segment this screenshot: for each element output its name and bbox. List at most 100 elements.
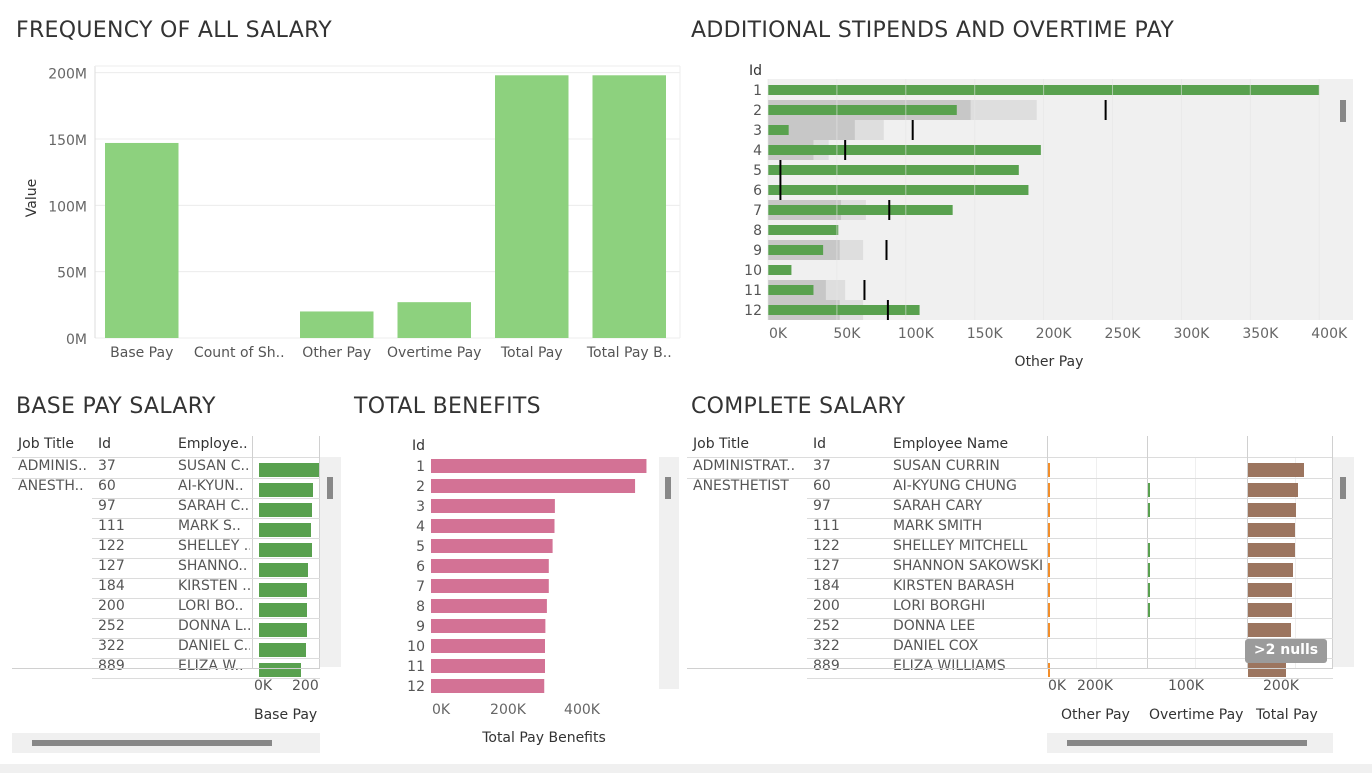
bar-12 [768,305,920,315]
base-pay-bar [259,523,311,537]
job-title-cell: ANESTHETIST [693,478,789,494]
id-cell: 184 [98,578,125,594]
id-cell: 97 [813,498,831,514]
bar-7 [768,205,953,215]
id-cell: 322 [98,638,125,654]
base-pay-bar [259,643,306,657]
row-divider [92,578,320,579]
employee-name-cell: SHELLEY MITCHELL [893,538,1028,554]
row-divider [92,538,320,539]
total-pay-bar [1248,623,1291,637]
other-pay-bar [1048,523,1050,537]
bar-12 [431,679,545,693]
column-header-id: Id [98,436,112,452]
row-header-id: Id [749,63,762,79]
row-id-label: 11 [407,659,425,675]
scrollbar-thumb[interactable] [665,477,671,499]
row-id-label: 5 [753,163,762,179]
bar-6 [431,559,549,573]
other-pay-bar [1048,503,1050,517]
x-tick-label: Count of Sh.. [194,345,285,361]
id-cell: 111 [813,518,840,534]
id-cell: 200 [813,598,840,614]
total-x-tick-label: 200K [1263,678,1299,694]
other-pay-bar [1048,603,1050,617]
x-tick-label: Total Pay B.. [586,345,672,361]
column-divider [1047,436,1048,668]
bar-8 [768,225,839,235]
x-tick-label: 400K [1311,326,1348,342]
x-tick-label: 100K [898,326,935,342]
complete-salary-table: Job Title Id Employee Name ADMINISTRAT.. ANE… [685,430,1372,760]
bar-4 [397,302,471,338]
freq-chart: 0M 50M 100M 150M 200M Value Base Pay Count of S… [0,60,690,370]
row-id-label: 9 [753,243,762,259]
column-header-id: Id [813,436,827,452]
row-id-label: 9 [416,619,425,635]
row-id-label: 4 [753,143,762,159]
employee-cell: DANIEL C.. [178,638,250,654]
base-pay-bar [259,623,307,637]
bar-4 [431,519,555,533]
x-tick-label: 200K [490,702,527,718]
x-tick-label: 400K [564,702,601,718]
base-pay-bar [259,603,307,617]
x-tick-label: 350K [1242,326,1279,342]
employee-cell: SHANNO.. [178,558,248,574]
job-title-cell: ADMINISTRAT.. [693,458,796,474]
row-divider [807,598,1333,599]
row-id-label: 6 [753,183,762,199]
x-tick-label: Base Pay [110,345,173,361]
bar-9 [768,245,824,255]
base-title: BASE PAY SALARY [16,394,216,419]
row-divider [807,518,1333,519]
x-axis-label: Total Pay Benefits [481,730,606,746]
employee-name-cell: AI-KYUNG CHUNG [893,478,1017,494]
bar-3 [768,125,789,135]
id-cell: 37 [813,458,831,474]
bar-11 [768,285,814,295]
bar-2 [768,105,957,115]
overtime-pay-axis-label: Overtime Pay [1149,707,1244,723]
freq-title: FREQUENCY OF ALL SALARY [16,18,332,43]
x-tick-label: 0K [769,326,788,342]
stipends-title: ADDITIONAL STIPENDS AND OVERTIME PAY [691,18,1175,43]
id-cell: 111 [98,518,125,534]
row-id-label: 1 [753,83,762,99]
other-pay-axis-label: Other Pay [1061,707,1130,723]
id-cell: 184 [813,578,840,594]
employee-name-cell: DONNA LEE [893,618,976,634]
column-divider [1332,436,1333,668]
header-divider [12,457,320,458]
row-divider [807,538,1333,539]
other-x-tick-label: 0K [1048,678,1067,694]
row-divider [807,618,1333,619]
row-id-label: 12 [407,679,425,695]
employee-cell: DONNA L.. [178,618,250,634]
row-divider [807,658,1333,659]
scrollbar-thumb[interactable] [1340,100,1346,122]
base-pay-bar [259,563,308,577]
base-pay-bar [259,463,319,477]
nulls-badge[interactable]: >2 nulls [1245,639,1327,663]
row-id-label: 1 [416,459,425,475]
employee-cell: KIRSTEN .. [178,578,250,594]
h-scrollbar-thumb [32,740,272,746]
group-divider [12,478,92,479]
row-id-label: 2 [416,479,425,495]
total-pay-bar [1248,463,1304,477]
row-id-label: 8 [416,599,425,615]
total-pay-bar [1248,663,1286,677]
column-divider [252,436,253,668]
benefits-chart: Id 1 2 3 4 5 6 7 8 9 10 11 12 0K 200K 400K Total Pay Ben… [345,430,685,760]
row-divider [92,618,320,619]
id-cell: 889 [98,658,125,674]
id-cell: 200 [98,598,125,614]
base-pay-bar [259,583,307,597]
plot-area [95,66,680,338]
bar-1 [105,142,179,338]
row-id-label: 4 [416,519,425,535]
benefits-title: TOTAL BENEFITS [354,394,541,419]
overtime-pay-bar [1148,583,1150,597]
y-tick-label: 200M [48,67,87,83]
